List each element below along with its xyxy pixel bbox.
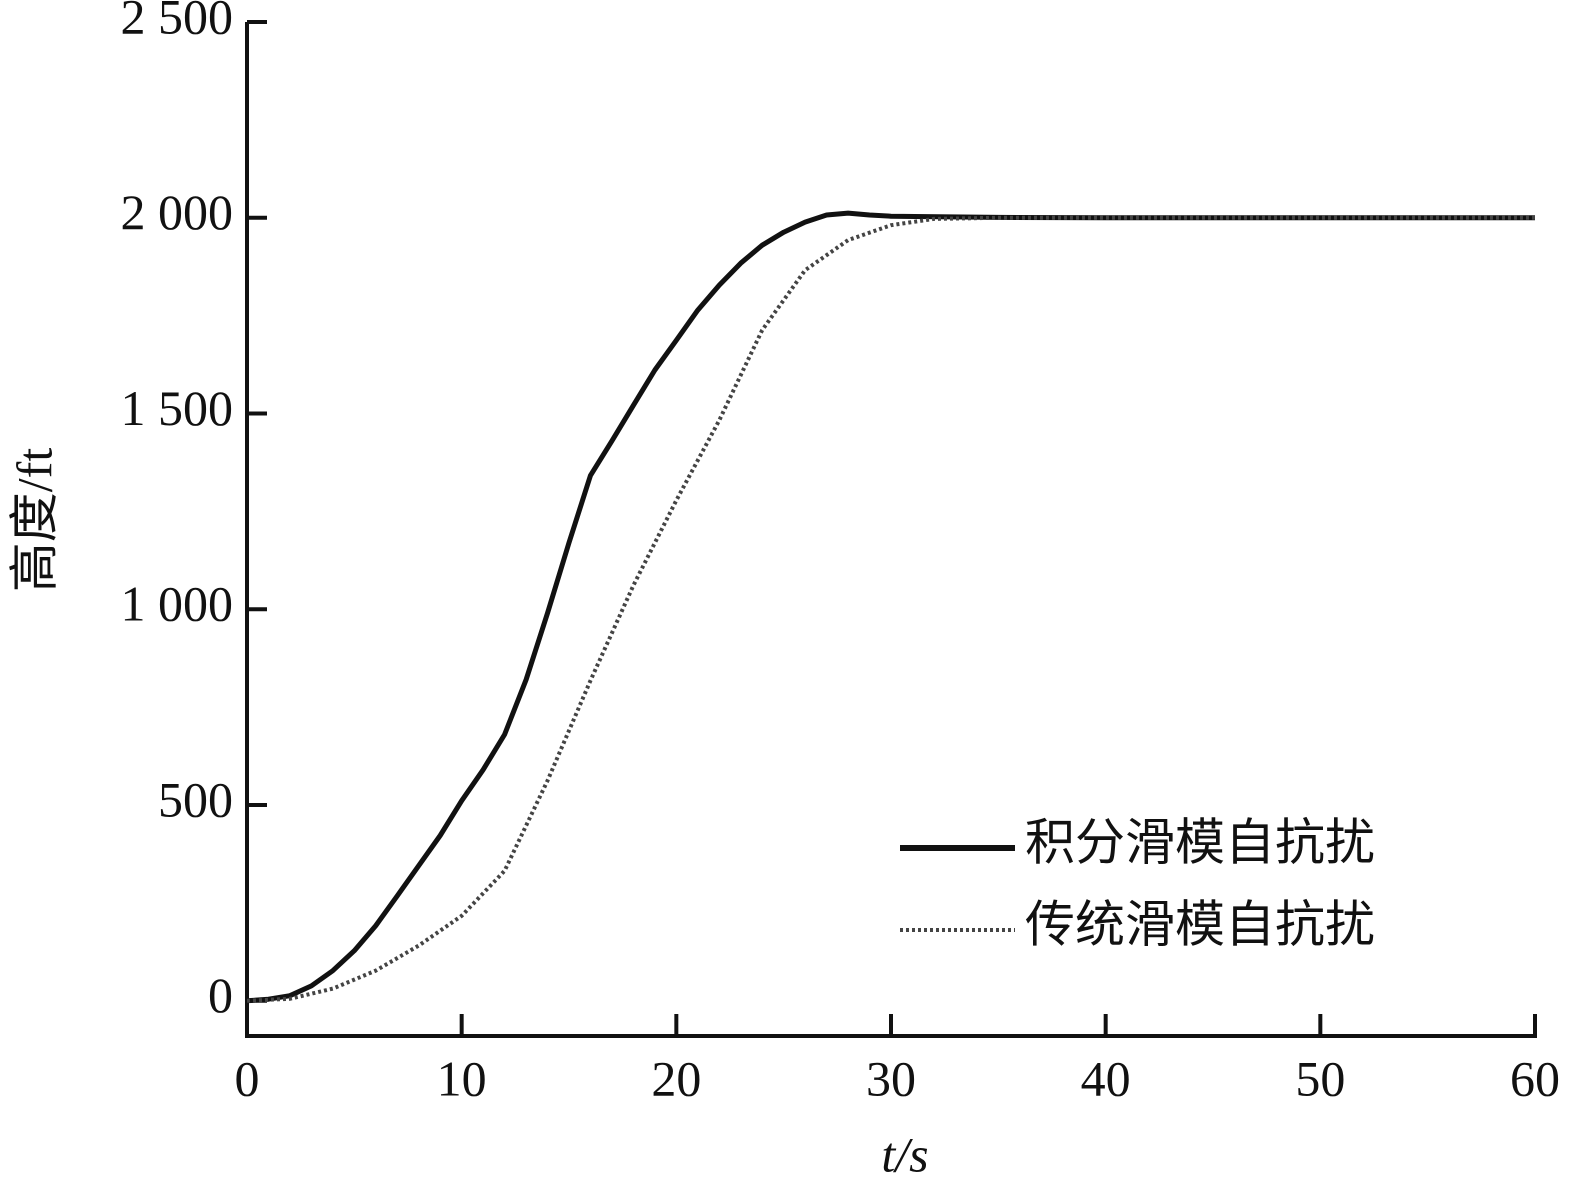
- x-axis-label: t/s: [881, 1126, 928, 1182]
- legend-label: 传统滑模自抗扰: [1025, 896, 1375, 952]
- x-tick-label: 30: [866, 1050, 916, 1106]
- y-tick-label: 500: [158, 771, 233, 827]
- x-tick-label: 20: [651, 1050, 701, 1106]
- y-axis-label: 高度/ft: [6, 448, 62, 593]
- y-tick-label: 0: [208, 967, 233, 1023]
- x-tick-label: 40: [1081, 1050, 1131, 1106]
- x-tick-label: 0: [235, 1050, 260, 1106]
- axes-frame: [245, 22, 1537, 1038]
- x-tick-label: 50: [1295, 1050, 1345, 1106]
- y-tick-label: 2 000: [121, 184, 234, 240]
- x-tick-label: 60: [1510, 1050, 1560, 1106]
- legend-label: 积分滑模自抗扰: [1025, 814, 1375, 870]
- series-line: [246, 215, 1535, 1003]
- y-tick-label: 1 500: [121, 380, 234, 436]
- y-tick-label: 2 500: [121, 0, 234, 44]
- y-tick-label: 1 000: [121, 576, 234, 632]
- series-line: [246, 210, 1535, 1004]
- x-tick-label: 10: [437, 1050, 487, 1106]
